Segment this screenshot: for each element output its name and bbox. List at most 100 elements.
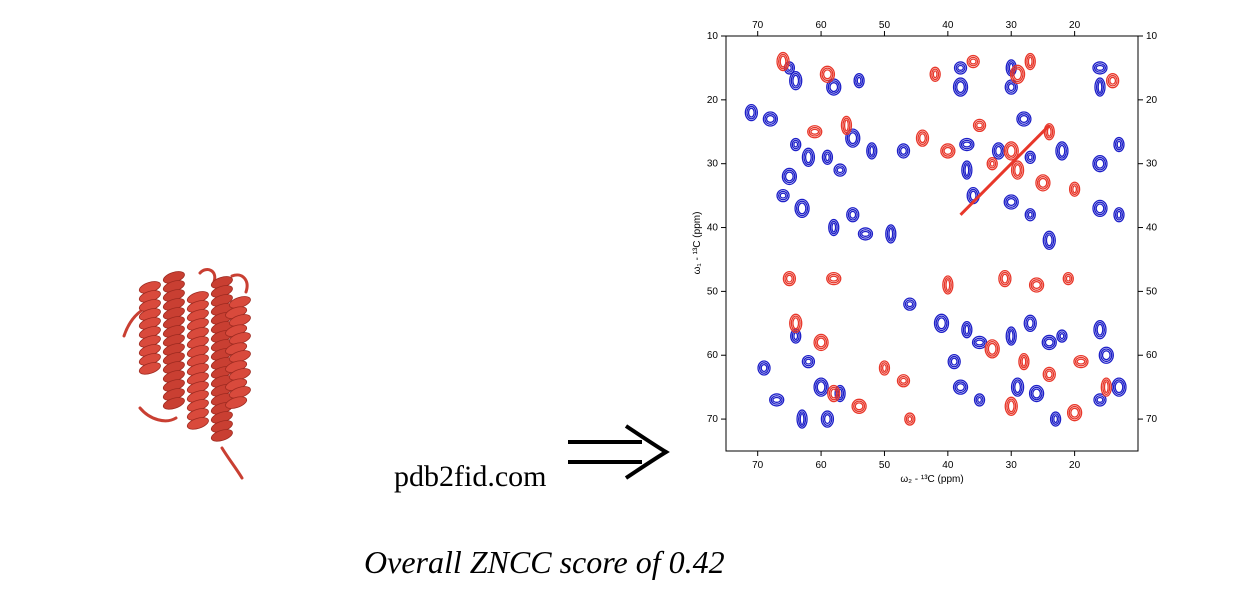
tick-label: 10 <box>707 31 719 42</box>
contour-peak <box>896 143 911 159</box>
contour-peak <box>794 198 810 219</box>
contour-peak <box>857 227 874 241</box>
contour-peak <box>878 360 891 376</box>
helix-turn <box>186 417 209 430</box>
contour-peak <box>1113 207 1125 223</box>
tick-label: 70 <box>752 460 764 471</box>
contour-peak <box>952 379 969 395</box>
tick-label: 60 <box>707 350 719 361</box>
contour-peak <box>1005 326 1017 346</box>
tick-label: 70 <box>707 414 719 425</box>
contour-peak <box>744 103 759 122</box>
tick-label: 60 <box>816 20 828 31</box>
contour-peak <box>796 409 808 429</box>
contour-peak <box>840 115 853 136</box>
contour-peak <box>1093 393 1107 407</box>
contour-peak <box>781 167 798 186</box>
contour-peak <box>961 160 973 180</box>
contour-peak <box>986 157 998 171</box>
tick-label: 30 <box>707 159 719 170</box>
tick-label: 70 <box>1146 414 1158 425</box>
contour-peak <box>1010 377 1025 397</box>
contour-peak <box>789 313 803 333</box>
helix-turn <box>225 396 248 409</box>
contour-peak <box>1062 271 1074 286</box>
tick-label: 20 <box>1146 95 1158 106</box>
contour-peak <box>896 374 911 388</box>
tick-label: 50 <box>1146 286 1158 297</box>
contour-peak <box>929 66 941 82</box>
contour-peak <box>940 143 956 159</box>
contour-peak <box>1024 208 1036 222</box>
contour-peak <box>1111 377 1127 397</box>
contour-peak <box>952 77 969 97</box>
contour-peak <box>1016 111 1032 127</box>
contour-peak <box>833 163 847 177</box>
contour-peak <box>1028 277 1045 293</box>
contour-peak <box>821 149 834 165</box>
contour-peak <box>1092 199 1108 218</box>
nmr-spectrum-chart: 70 70 60 60 50 50 40 40 30 30 20 20 10 10 20 20 30 30 40 40… <box>692 20 1158 485</box>
contour-peak <box>1098 346 1114 364</box>
contour-peak <box>947 353 961 370</box>
tick-label: 30 <box>1006 460 1018 471</box>
contour-peak <box>966 54 980 69</box>
contour-peak <box>991 142 1006 160</box>
contour-peak <box>845 128 861 148</box>
contour-peak <box>776 188 790 203</box>
contour-peak <box>915 129 930 147</box>
helix-turn <box>210 429 233 442</box>
tick-label: 20 <box>1069 20 1081 31</box>
contour-peak <box>903 297 917 311</box>
contour-peak <box>1042 366 1056 383</box>
contour-peak <box>846 207 860 223</box>
contour-peak <box>1066 404 1083 422</box>
contour-peak <box>1003 194 1019 210</box>
contour-peak <box>973 393 986 407</box>
tick-label: 50 <box>707 286 719 297</box>
contour-peak <box>819 65 836 83</box>
double-arrow-icon <box>568 424 670 480</box>
contour-peak <box>1068 181 1081 197</box>
contour-peak <box>1009 64 1026 84</box>
contour-peak <box>1028 384 1045 403</box>
contour-peak <box>757 360 771 376</box>
contour-peak <box>942 275 954 295</box>
contour-peak <box>1055 141 1069 161</box>
ribbon-coil <box>220 446 244 480</box>
contour-peak <box>1073 354 1089 369</box>
contour-peak <box>1041 334 1057 351</box>
protein-ribbon-icon <box>122 268 251 480</box>
contour-peak <box>1024 150 1036 164</box>
contour-peak <box>1024 52 1036 71</box>
contour-peak <box>1056 329 1068 343</box>
contour-peak <box>853 73 865 89</box>
contour-peak <box>971 335 988 350</box>
contour-peak <box>1023 314 1037 332</box>
tick-label: 70 <box>752 20 764 31</box>
tick-label: 50 <box>879 460 891 471</box>
plot-frame <box>725 35 1139 452</box>
contour-peak <box>998 269 1012 288</box>
ribbon-coil <box>230 273 249 294</box>
contour-peak <box>820 410 835 428</box>
contour-peak <box>972 118 987 133</box>
contour-peak <box>1113 136 1125 153</box>
contour-peak <box>885 224 897 244</box>
caption: Overall ZNCC score of 0.42 <box>364 544 725 580</box>
contour-peak <box>1018 352 1030 371</box>
contour-peak <box>953 61 968 75</box>
contour-peak <box>961 321 973 339</box>
contour-peak <box>984 339 1000 359</box>
tick-label: 40 <box>942 20 954 31</box>
tick-label: 30 <box>1146 159 1158 170</box>
contour-peak <box>769 393 785 407</box>
tick-label: 60 <box>816 460 828 471</box>
y-axis-title: ω₁ - ¹³C (ppm) <box>692 212 703 275</box>
contour-peak <box>1105 73 1120 89</box>
tick-label: 20 <box>707 95 719 106</box>
contour-peak <box>1049 411 1062 427</box>
contour-peak <box>826 78 842 96</box>
contour-peak <box>828 218 840 237</box>
contour-peak <box>1100 377 1112 397</box>
